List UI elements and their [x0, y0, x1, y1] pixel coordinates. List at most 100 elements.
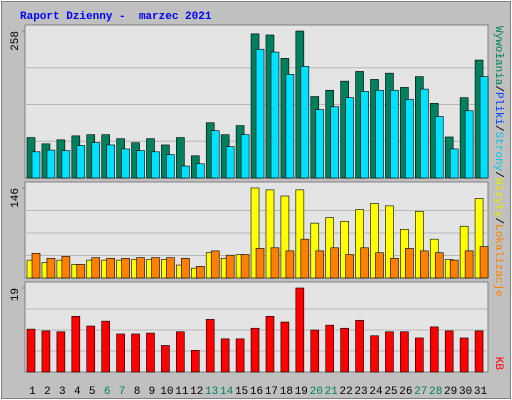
y-tick-label: 19: [10, 288, 22, 301]
bar: [235, 338, 245, 373]
bar: [345, 97, 354, 179]
bar: [116, 333, 125, 373]
x-tick-label: 16: [250, 386, 263, 398]
bar: [340, 220, 349, 279]
legend-entry: Wizyty: [492, 178, 504, 218]
bar: [270, 247, 280, 279]
x-tick-label: 9: [149, 386, 156, 398]
bar: [405, 99, 414, 179]
x-tick-label: 3: [59, 386, 66, 398]
bar: [250, 187, 260, 279]
bar: [479, 76, 489, 179]
bar: [106, 144, 115, 179]
bar: [195, 163, 205, 179]
y-tick-label: 146: [10, 188, 22, 208]
bar: [405, 248, 414, 279]
x-tick-label: 2: [44, 386, 51, 398]
bar: [121, 148, 130, 179]
bar: [270, 51, 280, 179]
x-tick-label: 15: [235, 386, 248, 398]
bar: [420, 88, 429, 179]
bar: [190, 350, 200, 373]
x-tick-label: 20: [310, 386, 323, 398]
bar: [385, 331, 394, 373]
x-tick-label: 27: [414, 386, 427, 398]
bar: [370, 335, 379, 373]
bar: [420, 250, 429, 279]
bar: [295, 287, 305, 373]
bar: [61, 150, 71, 179]
bar: [76, 145, 86, 179]
bar: [146, 332, 155, 373]
bar: [225, 254, 235, 279]
legend-entry: Strony: [492, 132, 504, 172]
bar: [300, 66, 310, 179]
x-tick-label: 4: [74, 386, 81, 398]
bar: [355, 319, 364, 373]
bar: [474, 198, 484, 279]
bar: [280, 195, 290, 279]
bar: [131, 333, 140, 373]
bar: [210, 130, 220, 179]
x-tick-label: 23: [354, 386, 367, 398]
x-tick-label: 11: [175, 386, 189, 398]
bar: [136, 150, 145, 179]
bar: [415, 337, 424, 373]
bar: [41, 330, 51, 373]
bar: [161, 345, 170, 373]
bar: [315, 250, 325, 279]
bar: [210, 250, 220, 279]
x-tick-label: 19: [295, 386, 308, 398]
bar: [195, 265, 205, 279]
bar: [46, 257, 56, 279]
bar: [479, 246, 489, 279]
bar: [330, 106, 340, 179]
bar: [181, 165, 190, 179]
bar: [464, 250, 474, 279]
bar: [166, 154, 175, 179]
x-tick-label: 7: [119, 386, 126, 398]
x-tick-label: 22: [340, 386, 353, 398]
chart-title: Raport Dzienny - marzec 2021: [20, 11, 212, 23]
x-tick-label: 6: [104, 386, 111, 398]
bar: [91, 257, 101, 279]
x-tick-label: 28: [429, 386, 442, 398]
bar: [310, 222, 320, 279]
bar: [255, 48, 265, 179]
bar: [136, 257, 145, 279]
bar: [220, 338, 230, 373]
bar: [375, 89, 384, 179]
bar: [31, 151, 41, 179]
legend-entry: Pliki: [492, 92, 504, 125]
bar: [340, 327, 349, 373]
bar: [415, 211, 424, 279]
x-tick-label: 30: [459, 386, 472, 398]
bar: [345, 254, 354, 279]
bar: [176, 331, 185, 373]
bar: [151, 257, 160, 279]
bar: [464, 110, 474, 179]
x-tick-label: 24: [369, 386, 383, 398]
bar: [265, 315, 275, 373]
bar: [375, 252, 384, 279]
bar: [285, 250, 295, 279]
x-tick-label: 29: [444, 386, 457, 398]
x-tick-label: 17: [265, 386, 278, 398]
bar: [151, 151, 160, 179]
bar: [106, 257, 115, 279]
x-tick-label: 5: [89, 386, 96, 398]
bar: [181, 257, 190, 279]
x-tick-label: 10: [160, 386, 173, 398]
bar: [285, 74, 295, 179]
bar: [166, 257, 175, 279]
legend-separator: /: [492, 125, 504, 132]
bar: [400, 331, 409, 373]
bar: [390, 89, 399, 179]
bar: [300, 238, 310, 279]
bar: [61, 256, 71, 279]
bar: [280, 321, 290, 373]
bar: [434, 252, 444, 279]
